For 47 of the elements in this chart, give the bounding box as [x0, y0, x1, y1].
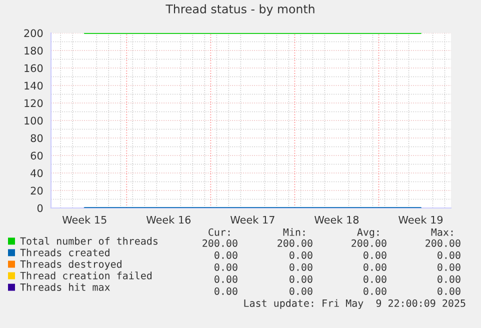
- text: 200.00: [202, 239, 238, 247]
- y-tick-label: 80: [30, 134, 43, 142]
- y-tick-label: 180: [24, 46, 43, 55]
- text: 200.00: [352, 239, 386, 247]
- x-tick-label: Week 15: [62, 216, 106, 224]
- y-tick-label: 0: [37, 204, 43, 212]
- text: 0.00: [290, 287, 312, 295]
- text: 0.00: [438, 275, 460, 283]
- text: 0.00: [364, 251, 386, 259]
- legend-label: Threads created: [20, 248, 110, 256]
- text: Cur:: [208, 228, 230, 236]
- text: 0.00: [290, 275, 312, 283]
- y-tick-label: 40: [30, 169, 43, 178]
- y-tick-label: 100: [24, 116, 43, 125]
- x-tick-label: Week 17: [230, 216, 274, 224]
- x-tick-label: Week 18: [314, 216, 359, 224]
- y-tick-label: 200: [24, 29, 43, 38]
- text: Avg:: [357, 228, 379, 238]
- y-tick-label: 140: [24, 82, 43, 90]
- text: 0.00: [364, 275, 386, 283]
- x-tick-label: Week 19: [398, 216, 443, 224]
- legend-label: Threads hit max: [20, 283, 110, 291]
- text: Last update: Fri May 9 22:00:09 2025: [244, 299, 466, 309]
- text: 0.00: [438, 287, 460, 295]
- text: 0.00: [290, 263, 312, 271]
- text: 0.00: [438, 251, 460, 259]
- y-tick-label: 160: [24, 64, 43, 72]
- legend-label: Thread creation failed: [20, 272, 152, 280]
- text: 0.00: [214, 263, 238, 271]
- chart-title: Thread status - by month: [166, 4, 314, 16]
- text: Min:: [283, 228, 305, 236]
- x-tick-label: Week 16: [146, 216, 191, 224]
- text: 0.00: [290, 251, 312, 259]
- text: 0.00: [364, 263, 386, 271]
- text: 0.00: [214, 275, 238, 283]
- y-tick-label: 20: [30, 186, 43, 195]
- y-tick-label: 120: [24, 99, 43, 108]
- legend-label: Threads destroyed: [20, 260, 122, 270]
- text: 0.00: [214, 251, 238, 259]
- text: 0.00: [438, 263, 460, 271]
- legend-label: Total number of threads: [20, 237, 158, 245]
- text: 200.00: [278, 239, 312, 247]
- text: Max:: [431, 228, 453, 236]
- y-tick-label: 60: [30, 152, 43, 160]
- text: 200.00: [426, 239, 460, 247]
- text: 0.00: [364, 287, 386, 295]
- text: 0.00: [214, 287, 238, 295]
